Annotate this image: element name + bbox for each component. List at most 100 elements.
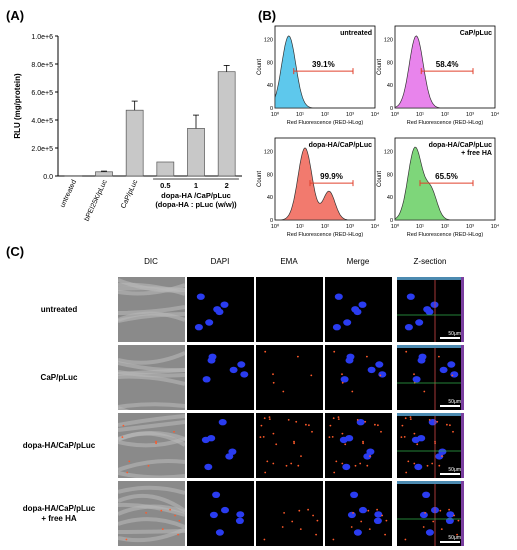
y-tick-label: 120 [384, 150, 393, 156]
scale-bar [440, 541, 460, 543]
x-tick-label: 10⁴ [491, 111, 500, 118]
y-tick-label: 40 [267, 83, 273, 89]
x-axis-label: Red Fluorescence (RED-HLog) [407, 232, 484, 238]
x-tick-label: 10³ [346, 224, 354, 230]
histogram-curve [274, 35, 350, 109]
group-label-1: dopa-HA /CaP/pLuc [161, 191, 231, 200]
y-tick-label: 40 [387, 83, 393, 89]
y-tick-label: 80 [387, 60, 393, 66]
x-tick-label: 10² [441, 224, 449, 230]
microscopy-grid: DIC DAPI EMA Merge Z-section untreated 50μm CaP… [0, 255, 517, 550]
panel-c-label: (C) [6, 244, 25, 259]
subplot-title: dopa-HA/CaP/pLuc [309, 142, 372, 149]
micrograph-tile: 50μm [397, 277, 464, 342]
gate-percent: 39.1% [312, 60, 335, 69]
x-tick-label: 10² [321, 112, 329, 118]
micrograph-tile [256, 345, 323, 410]
x-tick-label: 10¹ [296, 112, 304, 118]
x-tick-label: 10² [321, 224, 329, 230]
scale-bar-label: 50μm [448, 467, 461, 473]
bar [95, 171, 113, 177]
micrograph-tile [118, 481, 185, 546]
y-axis-label: Count [377, 59, 383, 75]
y-tick-label: 0 [390, 218, 393, 224]
x-tick-label: untreated [59, 179, 78, 209]
row-label: CaP/pLuc [40, 373, 78, 382]
group-label-2: (dopa-HA : pLuc (w/w)) [155, 200, 237, 209]
histogram-subplot: 0 40 80 120 Count 10⁰ 10¹ 10² 10³ 10⁴ Red Fluoresc… [377, 25, 500, 126]
histogram-curve [275, 147, 351, 221]
micrograph-tile [256, 413, 323, 478]
x-tick-label: 2 [225, 181, 229, 190]
y-tick-label: 6.0e+5 [31, 90, 53, 97]
micrograph-tile [187, 413, 254, 478]
column-header: Merge [346, 257, 370, 266]
subplot-title: CaP/pLuc [460, 30, 492, 37]
column-header: EMA [280, 257, 298, 266]
micrograph-tile: 50μm [397, 345, 464, 410]
micrograph-tile [325, 277, 392, 342]
histogram-curve [394, 146, 470, 221]
subplot-title: untreated [340, 30, 372, 37]
y-tick-label: 0 [390, 106, 393, 112]
row-label: dopa-HA/CaP/pLuc + free HA [22, 504, 96, 523]
gate-percent: 65.5% [435, 172, 458, 181]
scale-bar [440, 405, 460, 407]
x-tick-label: 10¹ [416, 112, 424, 118]
x-tick-label: 10³ [466, 224, 474, 230]
y-axis-label: RLU (mg/protein) [13, 73, 22, 139]
x-tick-label: 10¹ [416, 224, 424, 230]
row-label: untreated [40, 305, 78, 314]
bar [187, 128, 205, 177]
column-header: DAPI [210, 257, 230, 266]
histogram-curve [394, 35, 470, 109]
x-tick-label: 1 [194, 181, 198, 190]
x-tick-label: 10² [441, 112, 449, 118]
x-axis-label: Red Fluorescence (RED-HLog) [287, 120, 364, 126]
y-axis-label: Count [257, 171, 263, 187]
micrograph-tile [118, 277, 185, 342]
x-tick-label: 0.5 [160, 181, 170, 190]
x-tick-label: 10⁰ [391, 223, 400, 230]
x-tick-label: CaP/pLuc [120, 178, 140, 209]
y-tick-label: 1.0e+6 [31, 34, 53, 41]
micrograph-tile [118, 413, 185, 478]
gate-percent: 99.9% [320, 172, 343, 181]
micrograph-tile [325, 345, 392, 410]
scale-bar [440, 473, 460, 475]
bar [125, 109, 144, 177]
x-tick-label: 10⁴ [371, 111, 380, 118]
micrograph-tile [256, 481, 323, 546]
x-axis-label: Red Fluorescence (RED-HLog) [287, 232, 364, 238]
x-tick-label: bPEI25K/pLuc [84, 178, 109, 222]
column-header: Z-section [413, 257, 447, 266]
column-header: DIC [144, 257, 158, 266]
row-label: dopa-HA/CaP/pLuc [22, 441, 96, 450]
histogram-subplot: 0 40 80 120 Count 10⁰ 10¹ 10² 10³ 10⁴ Red Fluoresc… [257, 137, 380, 238]
micrograph-tile: 50μm [397, 481, 464, 546]
x-axis-label: Red Fluorescence (RED-HLog) [407, 120, 484, 126]
y-tick-label: 0 [270, 218, 273, 224]
x-tick-label: 10⁴ [371, 223, 380, 230]
y-tick-label: 120 [264, 38, 273, 44]
y-tick-label: 80 [387, 172, 393, 178]
y-tick-label: 40 [267, 195, 273, 201]
micrograph-tile [325, 481, 392, 546]
y-tick-label: 120 [264, 150, 273, 156]
y-tick-label: 120 [384, 38, 393, 44]
y-tick-label: 0 [270, 106, 273, 112]
scale-bar-label: 50μm [448, 535, 461, 541]
x-tick-label: 10³ [466, 112, 474, 118]
histogram-grid: 0 40 80 120 Count 10⁰ 10¹ 10² 10³ 10⁴ Red Fluoresc… [257, 25, 500, 238]
histogram-subplot: 0 40 80 120 Count 10⁰ 10¹ 10² 10³ 10⁴ Red Fluoresc… [377, 137, 500, 238]
subplot-title: + free HA [461, 150, 492, 157]
micrograph-tile [187, 345, 254, 410]
y-tick-label: 80 [267, 60, 273, 66]
y-axis-label: Count [377, 171, 383, 187]
y-tick-label: 8.0e+5 [31, 62, 53, 69]
y-tick-label: 0.0 [43, 174, 53, 181]
micrograph-tile [187, 277, 254, 342]
micrograph-tile [118, 345, 185, 410]
x-tick-label: 10⁰ [391, 111, 400, 118]
micrograph-tile: 50μm [397, 413, 464, 478]
